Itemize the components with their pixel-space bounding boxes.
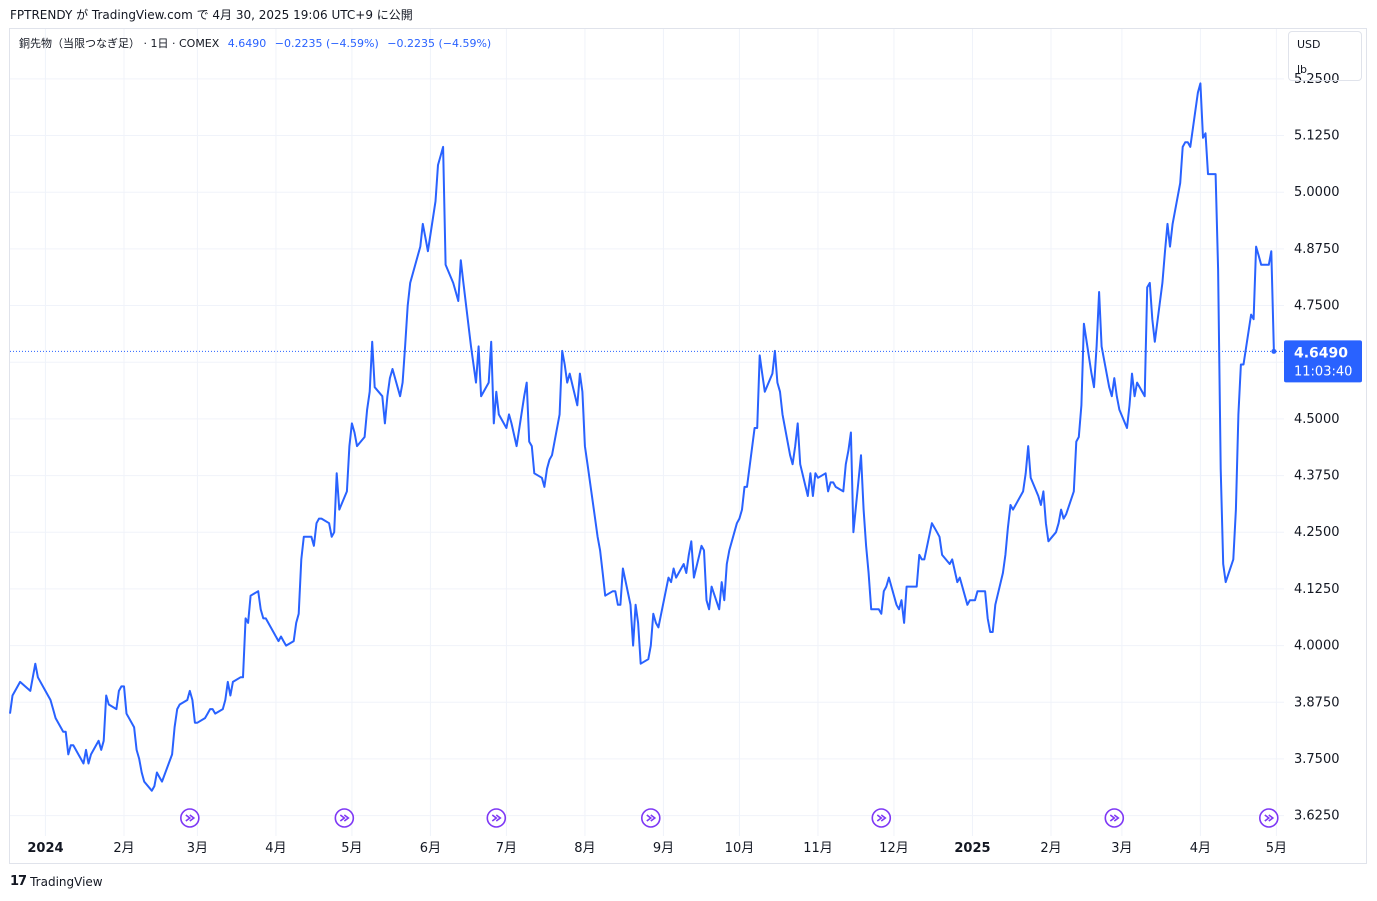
bar-countdown: 11:03:40 <box>1294 364 1352 379</box>
event-arrows <box>339 814 350 822</box>
x-tick-label: 5月 <box>341 841 362 856</box>
y-tick-label: 5.1250 <box>1294 129 1340 144</box>
x-tick-label: 11月 <box>803 841 833 856</box>
x-tick-label: 9月 <box>653 841 674 856</box>
legend-change: −0.2235 (−4.59%) <box>274 37 379 50</box>
x-tick-label: 10月 <box>725 841 755 856</box>
x-tick-label: 2月 <box>1040 841 1061 856</box>
event-markers <box>180 808 1279 828</box>
dividend-arrow-icon <box>1259 808 1279 828</box>
legend-symbol: 銅先物（当限つなぎ足） · 1日 · COMEX <box>19 37 220 50</box>
footer-brand[interactable]: 𝟭𝟳 TradingView <box>10 874 103 889</box>
last-price-dot <box>1271 348 1277 354</box>
time-axis: 2024 2月 3月 4月 5月 6月 7月 8月 9月 10月 11月 12月 2025 2月 3月 4月 5… <box>27 841 1287 856</box>
x-tick-label: 2月 <box>113 841 134 856</box>
y-tick-label: 3.8750 <box>1294 695 1340 710</box>
x-tick-label: 8月 <box>574 841 595 856</box>
dividend-arrow-icon <box>640 808 661 828</box>
dividend-arrow-icon <box>871 808 892 828</box>
price-axis: 3.6250 3.7500 3.8750 4.0000 4.1250 4.2500 4.37… <box>1294 72 1340 824</box>
y-tick-label: 4.0000 <box>1294 639 1340 654</box>
tv-logo-icon: 𝟭𝟳 <box>10 874 27 889</box>
grid-lines <box>10 29 1284 836</box>
event-arrows <box>876 814 887 822</box>
x-tick-label: 5月 <box>1266 841 1287 856</box>
y-tick-label: 5.2500 <box>1294 72 1340 87</box>
y-tick-label: 5.0000 <box>1294 185 1340 200</box>
x-tick-label: 3月 <box>1111 841 1132 856</box>
x-tick-label: 4月 <box>1190 841 1211 856</box>
currency-unit-selector[interactable]: USD lb <box>1288 31 1362 81</box>
price-line <box>9 82 1275 792</box>
last-price-marker: 4.6490 11:03:40 <box>10 340 1362 383</box>
x-tick-label: 3月 <box>187 841 208 856</box>
event-arrows <box>1109 814 1120 822</box>
dividend-arrow-icon <box>334 808 355 828</box>
y-tick-label: 4.1250 <box>1294 582 1340 597</box>
currency-label[interactable]: USD <box>1297 38 1321 51</box>
brand-name: TradingView <box>30 874 103 889</box>
legend-change-percent: −0.2235 (−4.59%) <box>387 37 492 50</box>
x-tick-label: 2025 <box>954 841 990 856</box>
y-tick-label: 4.7500 <box>1294 299 1340 314</box>
series-legend[interactable]: 銅先物（当限つなぎ足） · 1日 · COMEX 4.6490 −0.2235 … <box>19 35 491 51</box>
y-tick-label: 4.8750 <box>1294 242 1340 257</box>
dividend-arrow-icon <box>1104 808 1125 828</box>
x-tick-label: 2024 <box>27 841 63 856</box>
y-tick-label: 4.5000 <box>1294 412 1340 427</box>
legend-last-value: 4.6490 <box>227 37 267 50</box>
x-tick-label: 4月 <box>265 841 286 856</box>
event-arrows <box>646 814 657 822</box>
x-tick-label: 7月 <box>496 841 517 856</box>
chart-frame <box>9 28 1367 864</box>
price-series <box>9 82 1275 792</box>
y-tick-label: 4.3750 <box>1294 469 1340 484</box>
y-tick-label: 3.7500 <box>1294 752 1340 767</box>
publish-caption: FPTRENDY が TradingView.com で 4月 30, 2025… <box>10 8 413 22</box>
event-arrows <box>185 814 196 822</box>
event-arrows <box>491 814 502 822</box>
dividend-arrow-icon <box>180 808 200 828</box>
y-tick-label: 3.6250 <box>1294 809 1340 824</box>
dividend-arrow-icon <box>486 808 507 828</box>
y-tick-label: 4.2500 <box>1294 525 1340 540</box>
last-price-tag <box>1284 340 1362 383</box>
last-price-value: 4.6490 <box>1294 345 1348 361</box>
x-tick-label: 12月 <box>879 841 909 856</box>
unit-label[interactable]: lb <box>1297 63 1308 76</box>
x-tick-label: 6月 <box>420 841 441 856</box>
event-arrows <box>1264 814 1275 822</box>
